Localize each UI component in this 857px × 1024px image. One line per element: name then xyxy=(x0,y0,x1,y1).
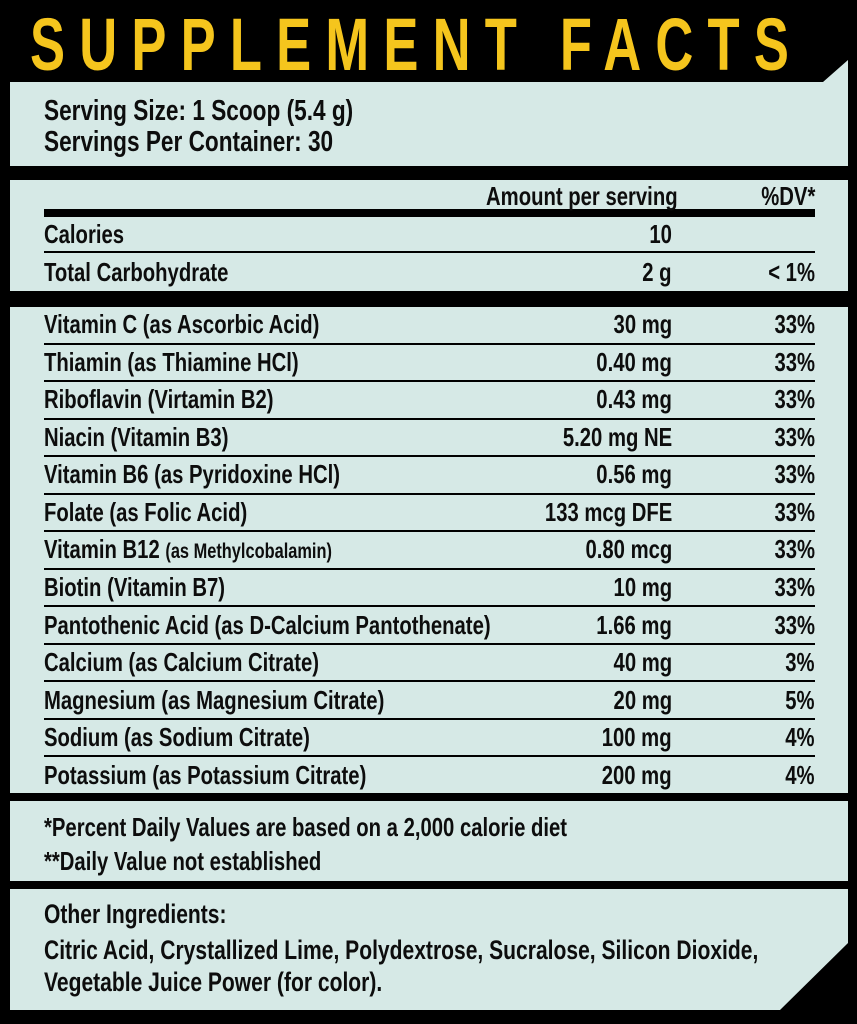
servings-per-container: Servings Per Container: 30 xyxy=(44,127,815,158)
nutrient-dv: 33% xyxy=(774,571,815,602)
nutrient-name: Total Carbohydrate xyxy=(44,256,229,287)
nutrient-name: Vitamin C (as Ascorbic Acid) xyxy=(44,309,320,340)
footnotes-panel: *Percent Daily Values are based on a 2,0… xyxy=(10,801,848,881)
nutrient-amount: 133 mcg DFE xyxy=(544,496,672,527)
nutrient-dv: 33% xyxy=(774,421,815,452)
nutrient-row-potassium: Potassium (as Potassium Citrate) 200 mg … xyxy=(44,755,815,793)
nutrient-amount: 2 g xyxy=(642,256,672,287)
nutrient-amount: 1.66 mg xyxy=(596,609,672,640)
other-ingredients-line-1: Citric Acid, Crystallized Lime, Polydext… xyxy=(44,935,759,965)
nutrient-amount: 30 mg xyxy=(613,309,672,340)
nutrient-amount: 200 mg xyxy=(602,759,672,790)
nutrient-row-riboflavin: Riboflavin (Virtamin B2) 0.43 mg 33% xyxy=(44,380,815,418)
nutrient-dv: 33% xyxy=(774,384,815,415)
nutrient-amount: 0.80 mcg xyxy=(585,534,672,565)
footnote-daily-values: *Percent Daily Values are based on a 2,0… xyxy=(44,812,568,842)
calories-row: Calories 10 xyxy=(44,217,815,253)
table-header-row: Amount per serving %DV* xyxy=(44,180,815,209)
nutrient-amount: 0.40 mg xyxy=(596,346,672,377)
nutrient-amount: 40 mg xyxy=(613,647,672,678)
nutrient-name: Biotin (Vitamin B7) xyxy=(44,571,226,602)
nutrient-name: Niacin (Vitamin B3) xyxy=(44,421,229,452)
other-ingredients-line-2: Vegetable Juice Power (for color). xyxy=(44,967,383,997)
nutrient-row-pantothenic-acid: Pantothenic Acid (as D-Calcium Pantothen… xyxy=(44,605,815,643)
nutrient-name: Thiamin (as Thiamine HCl) xyxy=(44,346,299,377)
nutrient-row-vitamin-c: Vitamin C (as Ascorbic Acid) 30 mg 33% xyxy=(44,307,815,343)
nutrient-row-vitamin-b6: Vitamin B6 (as Pyridoxine HCl) 0.56 mg 3… xyxy=(44,455,815,493)
nutrient-name: Sodium (as Sodium Citrate) xyxy=(44,722,310,753)
nutrient-name: Magnesium (as Magnesium Citrate) xyxy=(44,684,385,715)
nutrient-amount: 0.56 mg xyxy=(596,459,672,490)
total-carbohydrate-row: Total Carbohydrate 2 g < 1% xyxy=(44,253,815,291)
nutrient-row-thiamin: Thiamin (as Thiamine HCl) 0.40 mg 33% xyxy=(44,342,815,381)
other-ingredients-heading: Other Ingredients: xyxy=(44,899,227,929)
nutrient-dv xyxy=(672,219,815,250)
nutrient-amount: 5.20 mg NE xyxy=(562,421,672,452)
dv-header-text: %DV* xyxy=(760,181,815,211)
nutrient-amount: 0.43 mg xyxy=(596,384,672,415)
amount-header-text: Amount per serving xyxy=(486,181,678,211)
nutrient-dv: 33% xyxy=(774,496,815,527)
summary-panel: Amount per serving %DV* Calories 10 Tota… xyxy=(10,180,848,291)
nutrient-dv: 33% xyxy=(774,459,815,490)
nutrient-dv: 3% xyxy=(785,647,815,678)
nutrient-dv: 33% xyxy=(774,609,815,640)
nutrient-name: Calories xyxy=(44,218,125,249)
nutrient-dv: 33% xyxy=(774,309,815,340)
other-ingredients-panel: Other Ingredients: Citric Acid, Crystall… xyxy=(10,889,848,1010)
serving-size: Serving Size: 1 Scoop (5.4 g) xyxy=(44,96,815,127)
nutrient-amount: 10 mg xyxy=(613,571,672,602)
footnote-dv-not-established: **Daily Value not established xyxy=(44,846,322,876)
nutrient-name: Vitamin B6 (as Pyridoxine HCl) xyxy=(44,459,341,490)
nutrient-row-folate: Folate (as Folic Acid) 133 mcg DFE 33% xyxy=(44,492,815,531)
nutrient-row-biotin: Biotin (Vitamin B7) 10 mg 33% xyxy=(44,567,815,606)
nutrient-row-calcium: Calcium (as Calcium Citrate) 40 mg 3% xyxy=(44,642,815,681)
nutrient-row-magnesium: Magnesium (as Magnesium Citrate) 20 mg 5… xyxy=(44,680,815,718)
column-header-dv: %DV* xyxy=(672,183,815,209)
nutrient-name: Pantothenic Acid (as D-Calcium Pantothen… xyxy=(44,609,491,640)
nutrient-dv: 5% xyxy=(785,684,815,715)
column-header-amount: Amount per serving xyxy=(432,183,678,209)
nutrient-amount: 10 xyxy=(649,218,672,249)
nutrient-dv: < 1% xyxy=(768,256,815,287)
nutrient-name: Riboflavin (Virtamin B2) xyxy=(44,384,274,415)
nutrient-name: Vitamin B12 (as Methylcobalamin) xyxy=(44,534,332,565)
servings-per-container-text: Servings Per Container: 30 xyxy=(44,126,334,158)
serving-size-text: Serving Size: 1 Scoop (5.4 g) xyxy=(44,95,354,127)
nutrient-dv: 4% xyxy=(785,759,815,790)
nutrient-row-niacin: Niacin (Vitamin B3) 5.20 mg NE 33% xyxy=(44,417,815,456)
header-rule xyxy=(44,209,815,217)
nutrient-dv: 33% xyxy=(774,534,815,565)
nutrient-name: Folate (as Folic Acid) xyxy=(44,496,248,527)
label-title: SUPPLEMENT FACTS xyxy=(30,3,804,86)
nutrient-dv: 33% xyxy=(774,346,815,377)
nutrient-amount: 100 mg xyxy=(602,722,672,753)
nutrient-dv: 4% xyxy=(785,722,815,753)
nutrients-panel: Vitamin C (as Ascorbic Acid) 30 mg 33% T… xyxy=(10,307,848,793)
nutrient-name: Calcium (as Calcium Citrate) xyxy=(44,647,319,678)
nutrient-name-sub: (as Methylcobalamin) xyxy=(165,540,332,564)
nutrient-row-vitamin-b12: Vitamin B12 (as Methylcobalamin) 0.80 mc… xyxy=(44,530,815,568)
nutrient-row-sodium: Sodium (as Sodium Citrate) 100 mg 4% xyxy=(44,717,815,756)
nutrient-name: Potassium (as Potassium Citrate) xyxy=(44,759,367,790)
nutrient-amount: 20 mg xyxy=(613,684,672,715)
